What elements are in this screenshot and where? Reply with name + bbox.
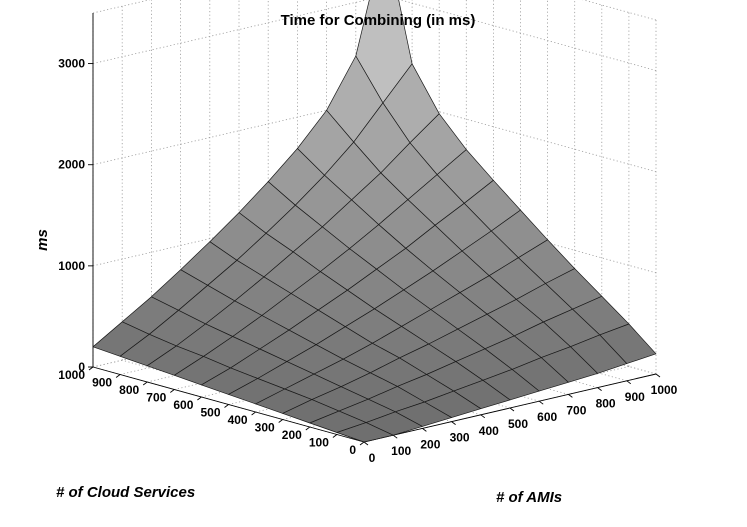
y-tick-label: 100 xyxy=(309,436,329,450)
y-tick-mark xyxy=(197,396,202,401)
x-tick-label: 300 xyxy=(450,431,470,445)
x-tick-label: 900 xyxy=(625,390,645,404)
y-tick-label: 200 xyxy=(282,428,302,442)
y-tick-mark xyxy=(224,404,229,408)
y-tick-mark xyxy=(142,381,148,386)
x-tick-mark xyxy=(655,373,661,378)
y-tick-label: 1000 xyxy=(58,368,85,382)
x-tick-label: 100 xyxy=(391,444,411,458)
side-wall-horizontal-gridline xyxy=(399,0,657,71)
x-tick-mark xyxy=(538,400,544,405)
y-tick-label: 300 xyxy=(255,421,275,435)
x-tick-label: 0 xyxy=(369,451,376,465)
y-tick-label: 900 xyxy=(92,376,112,390)
x-tick-mark xyxy=(509,407,515,412)
x-tick-label: 200 xyxy=(420,437,440,451)
y-axis-label: # of Cloud Services xyxy=(56,484,195,501)
y-tick-mark xyxy=(332,434,338,438)
x-tick-label: 800 xyxy=(596,397,616,411)
y-tick-mark xyxy=(251,411,256,416)
back-wall-horizontal-gridline xyxy=(92,0,368,64)
x-tick-mark xyxy=(597,387,602,391)
x-tick-mark xyxy=(568,394,573,398)
z-tick-label: 1000 xyxy=(58,259,85,273)
x-tick-mark xyxy=(363,441,369,446)
x-axis-label: # of AMIs xyxy=(496,489,562,506)
y-tick-mark xyxy=(115,374,121,378)
y-tick-label: 400 xyxy=(228,413,248,427)
x-tick-mark xyxy=(626,380,632,385)
z-tick-label: 0 xyxy=(78,360,85,374)
x-tick-label: 400 xyxy=(479,424,499,438)
x-tick-label: 600 xyxy=(537,410,557,424)
y-tick-label: 700 xyxy=(146,391,166,405)
y-tick-label: 800 xyxy=(119,383,139,397)
x-tick-label: 500 xyxy=(508,417,528,431)
z-tick-label: 3000 xyxy=(58,57,85,71)
x-tick-label: 1000 xyxy=(651,383,678,397)
x-tick-mark xyxy=(422,428,427,432)
chart-title: Time for Combining (in ms) xyxy=(281,12,476,29)
z-tick-label: 2000 xyxy=(58,158,85,172)
y-tick-mark xyxy=(170,389,175,393)
surface-mesh xyxy=(92,0,657,443)
y-tick-mark xyxy=(305,426,311,431)
y-tick-mark xyxy=(88,366,94,371)
x-tick-mark xyxy=(392,434,398,439)
z-axis-label: ms xyxy=(34,229,51,251)
x-tick-mark xyxy=(480,414,486,419)
y-tick-label: 500 xyxy=(200,406,220,420)
x-tick-label: 700 xyxy=(566,403,586,417)
y-tick-label: 600 xyxy=(173,398,193,412)
surface-patch xyxy=(336,422,394,443)
y-tick-label: 0 xyxy=(349,443,356,457)
axes xyxy=(88,13,661,446)
y-tick-mark xyxy=(278,419,283,423)
x-tick-mark xyxy=(451,421,456,425)
side-wall-horizontal-gridline xyxy=(582,0,657,21)
y-tick-mark xyxy=(359,441,365,446)
